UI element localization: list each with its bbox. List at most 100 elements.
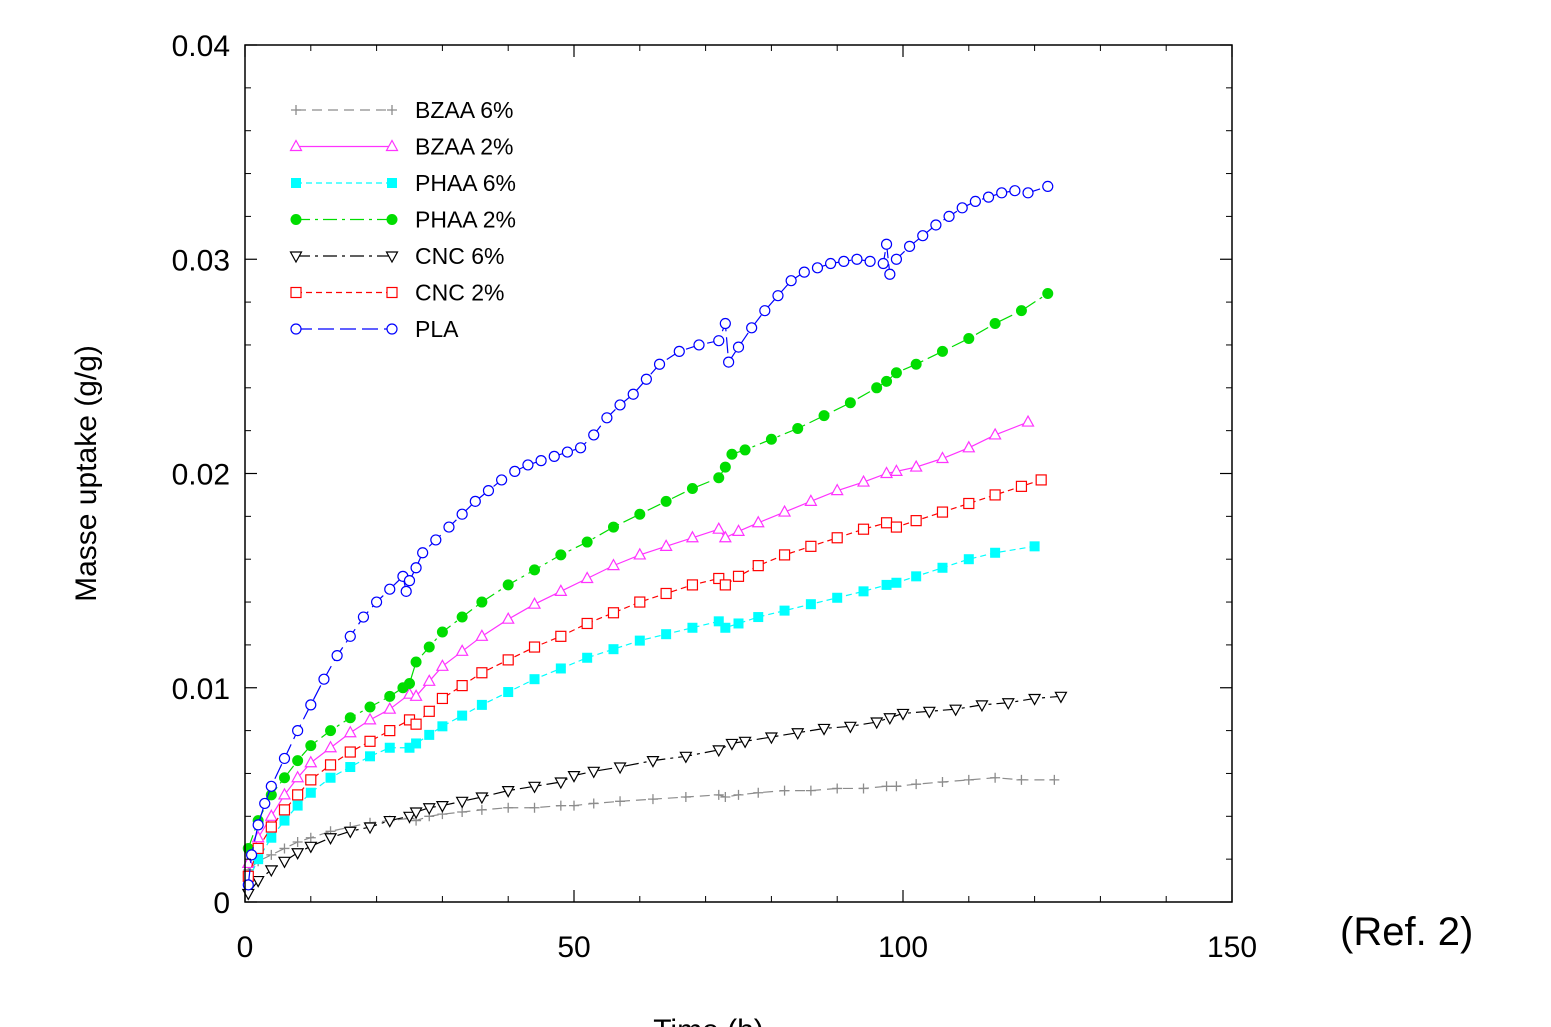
data-point-pla (996, 187, 1008, 199)
data-point-pla (956, 202, 968, 214)
series-line-cnc-2 (247, 479, 1042, 877)
data-point-cnc-2 (436, 692, 448, 705)
data-point-pla (292, 724, 304, 737)
data-point-cnc-6 (817, 723, 831, 736)
data-point-cnc-2 (989, 489, 1001, 501)
data-point-bzaa-2 (580, 571, 594, 584)
data-point-pla (456, 508, 468, 520)
data-point-pla (496, 474, 508, 486)
legend-marker (385, 251, 399, 264)
data-point-pla (825, 257, 837, 270)
data-point-pla (759, 305, 771, 317)
data-point-bzaa-2 (409, 689, 423, 701)
y-tick-label: 0.04 (172, 30, 230, 63)
data-point-phaa-2 (660, 495, 672, 507)
data-point-pla (469, 495, 481, 507)
data-point-phaa-2 (871, 382, 883, 394)
data-point-pla (588, 429, 600, 441)
data-point-bzaa-6 (529, 802, 540, 813)
series-line-phaa-6 (247, 545, 1035, 881)
data-point-phaa-6 (424, 729, 435, 740)
data-point-cnc-6 (251, 875, 265, 888)
data-point-cnc-2 (713, 572, 725, 585)
data-point-pla (384, 583, 396, 595)
data-point-pla (713, 335, 725, 347)
data-point-cnc-6 (324, 833, 338, 845)
data-point-bzaa-2 (731, 524, 746, 536)
data-point-cnc-6 (435, 800, 449, 813)
data-point-bzaa-6 (305, 832, 316, 843)
legend-marker (291, 178, 301, 188)
reference-annotation: (Ref. 2) (1340, 910, 1473, 954)
data-point-bzaa-2 (402, 686, 417, 699)
data-point-phaa-6 (279, 815, 290, 826)
data-point-phaa-2 (292, 755, 304, 767)
data-point-phaa-2 (384, 690, 396, 702)
data-point-phaa-2 (607, 521, 619, 533)
data-point-bzaa-2 (857, 474, 871, 487)
data-point-bzaa-6 (279, 843, 290, 854)
data-point-cnc-2 (423, 705, 435, 717)
legend-marker (290, 286, 302, 299)
legend-marker (387, 105, 397, 115)
data-point-bzaa-2 (383, 701, 397, 714)
x-tick-label: 150 (1207, 931, 1257, 964)
data-point-bzaa-2 (435, 659, 449, 671)
data-point-pla (318, 673, 330, 685)
data-point-cnc-2 (910, 515, 922, 527)
data-point-phaa-2 (410, 656, 422, 668)
data-point-phaa-6 (891, 577, 902, 588)
data-point-phaa-6 (266, 832, 277, 843)
data-point-cnc-6 (764, 732, 778, 745)
data-point-bzaa-2 (778, 504, 792, 517)
series-phaa-2 (242, 288, 1054, 854)
data-point-bzaa-2 (554, 584, 568, 596)
data-point-cnc-6 (843, 721, 857, 734)
data-point-phaa-2 (719, 461, 731, 473)
data-point-phaa-2 (890, 367, 902, 379)
data-point-pla (482, 485, 495, 497)
data-point-pla (930, 219, 942, 231)
data-point-pla (410, 562, 422, 574)
data-point-phaa-2 (476, 596, 488, 608)
y-tick-label: 0.01 (172, 673, 230, 706)
data-point-phaa-6 (555, 663, 566, 674)
data-point-cnc-6 (725, 738, 739, 751)
data-point-bzaa-6 (476, 804, 487, 815)
data-point-bzaa-2 (988, 427, 1002, 440)
data-point-cnc-2 (476, 667, 488, 679)
data-point-pla (890, 253, 903, 265)
data-point-bzaa-2 (880, 466, 894, 479)
data-point-pla (242, 879, 254, 891)
data-point-pla (943, 210, 955, 222)
y-tick-label: 0.02 (172, 459, 230, 492)
data-point-phaa-6 (805, 599, 816, 610)
data-point-pla (653, 358, 666, 370)
data-point-cnc-2 (292, 789, 304, 801)
data-point-bzaa-2 (264, 809, 278, 821)
data-point-pla (627, 388, 639, 400)
data-point-phaa-2 (404, 677, 415, 689)
data-point-phaa-2 (686, 482, 698, 494)
data-point-cnc-6 (475, 792, 489, 805)
legend-item-phaa-2: PHAA 2% (290, 207, 516, 233)
legend-item-bzaa-2: BZAA 2% (289, 134, 513, 160)
data-point-bzaa-6 (858, 783, 869, 794)
data-point-phaa-6 (305, 787, 316, 798)
data-point-phaa-2 (502, 579, 514, 591)
data-point-bzaa-2 (606, 558, 620, 571)
data-point-phaa-6 (503, 687, 514, 698)
data-point-phaa-6 (733, 618, 744, 629)
data-point-bzaa-2 (324, 740, 338, 753)
data-point-bzaa-2 (343, 725, 357, 738)
data-point-bzaa-6 (963, 774, 974, 785)
data-point-phaa-2 (726, 448, 738, 460)
data-point-bzaa-6 (503, 802, 514, 813)
data-point-bzaa-6 (292, 837, 303, 848)
series-layer (241, 180, 1068, 901)
data-point-phaa-2 (634, 508, 646, 520)
data-point-pla (969, 195, 981, 208)
data-point-phaa-6 (608, 644, 619, 655)
data-point-cnc-2 (857, 523, 870, 535)
